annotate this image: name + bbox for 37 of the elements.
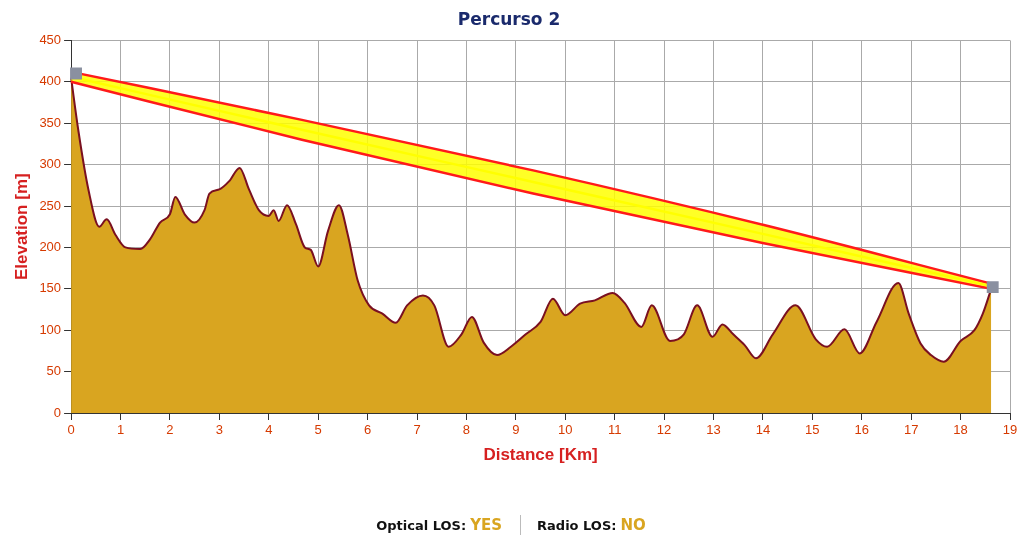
- y-tick-label: 0: [53, 404, 62, 420]
- x-tick-label: 11: [607, 422, 622, 438]
- x-tick-label: 15: [805, 422, 820, 438]
- chart-title: Percurso 2: [457, 8, 561, 29]
- x-tick-label: 12: [656, 422, 672, 438]
- y-tick-label: 250: [39, 197, 62, 213]
- text: YES: [470, 516, 503, 534]
- x-tick-label: 5: [314, 422, 322, 438]
- x-tick-label: 14: [755, 422, 771, 438]
- text: Radio LOS:: [537, 517, 617, 533]
- x-tick-label: 7: [413, 422, 421, 438]
- x-tick-label: 2: [166, 422, 174, 438]
- x-tick-label: 6: [363, 422, 372, 438]
- y-axis-title: Elevation [m]: [11, 173, 31, 281]
- x-tick-label: 4: [265, 422, 273, 438]
- y-tick-label: 150: [39, 280, 62, 296]
- x-tick-label: 10: [558, 422, 573, 438]
- y-tick-label: 350: [39, 114, 62, 130]
- x-tick-label: 8: [462, 422, 471, 438]
- x-tick-label: 1: [116, 422, 125, 438]
- y-tick-label: 50: [46, 363, 62, 379]
- x-tick-label: 9: [512, 422, 520, 438]
- y-tick-label: 450: [39, 31, 62, 47]
- x-tick-label: 19: [1002, 422, 1018, 438]
- x-tick-label: 16: [854, 422, 869, 438]
- x-tick-label: 0: [67, 422, 75, 438]
- x-tick-label: 13: [706, 422, 721, 438]
- x-axis-title: Distance [Km]: [483, 445, 598, 465]
- y-tick-label: 400: [39, 73, 62, 89]
- x-tick-label: 3: [215, 422, 223, 438]
- text: NO: [620, 516, 646, 534]
- x-tick-label: 18: [953, 422, 968, 438]
- x-tick-label: 17: [903, 422, 919, 438]
- y-tick-label: 200: [39, 238, 62, 254]
- y-tick-label: 100: [39, 321, 62, 337]
- text: Optical LOS:: [376, 517, 467, 533]
- y-tick-label: 300: [39, 156, 62, 172]
